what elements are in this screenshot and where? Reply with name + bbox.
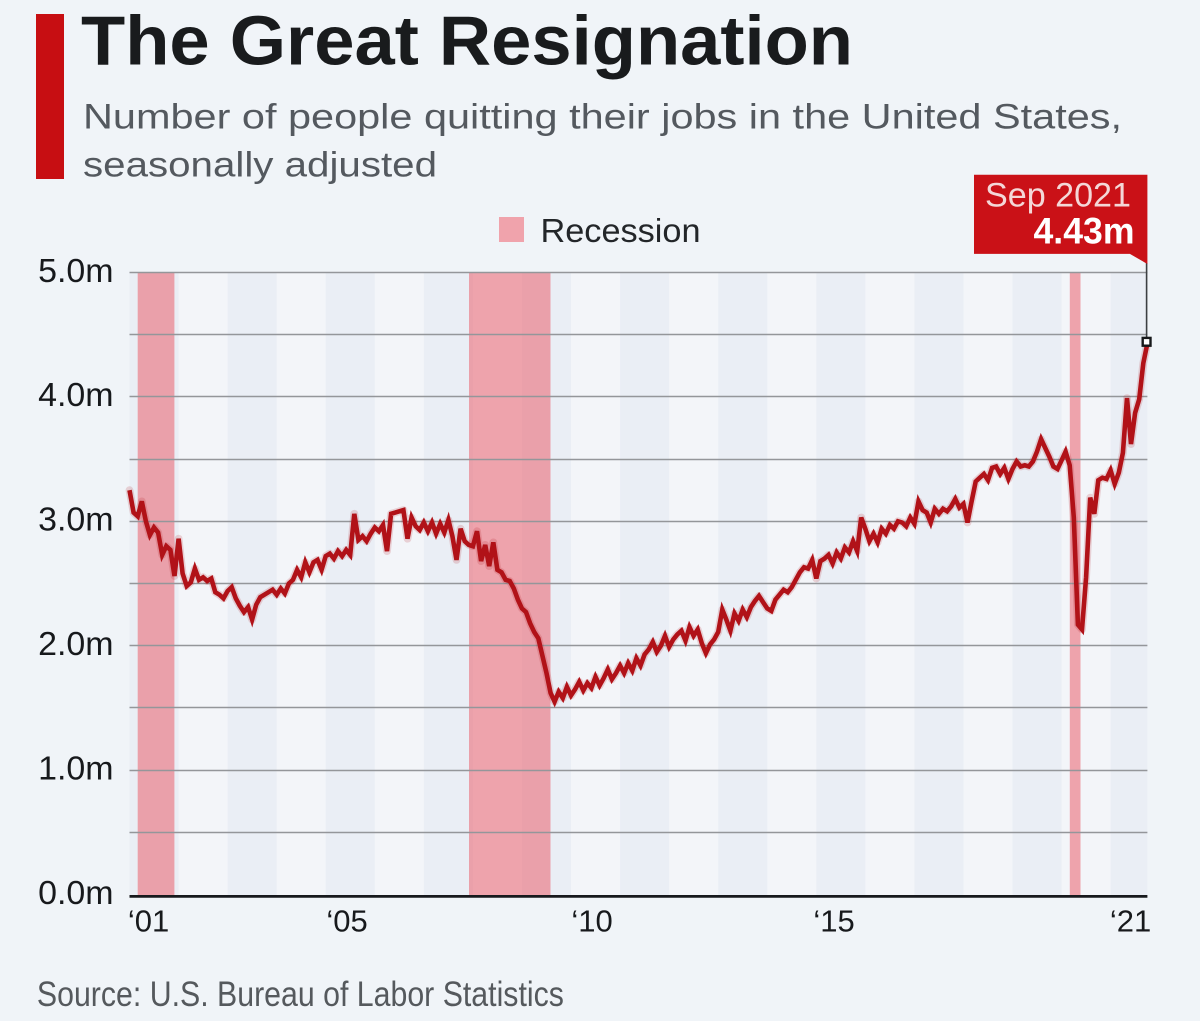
svg-text:Source: U.S. Bureau of Labor S: Source: U.S. Bureau of Labor Statistics xyxy=(37,975,564,1014)
svg-text:‘21: ‘21 xyxy=(1110,904,1151,939)
svg-text:3.0m: 3.0m xyxy=(38,501,114,538)
svg-text:‘05: ‘05 xyxy=(326,904,367,939)
svg-text:The Great Resignation: The Great Resignation xyxy=(81,2,853,80)
svg-text:Number of people quitting thei: Number of people quitting their jobs in … xyxy=(83,98,1122,137)
svg-text:‘01: ‘01 xyxy=(128,904,169,939)
svg-text:4.0m: 4.0m xyxy=(38,376,114,413)
svg-text:2.0m: 2.0m xyxy=(38,625,114,662)
svg-text:‘15: ‘15 xyxy=(813,904,854,939)
svg-text:4.43m: 4.43m xyxy=(1034,211,1135,252)
svg-text:Recession: Recession xyxy=(541,212,701,249)
svg-text:5.0m: 5.0m xyxy=(38,252,114,289)
svg-text:0.0m: 0.0m xyxy=(38,874,114,911)
svg-text:Sep 2021: Sep 2021 xyxy=(985,177,1131,215)
svg-text:‘10: ‘10 xyxy=(571,904,612,939)
svg-text:1.0m: 1.0m xyxy=(38,750,114,787)
svg-text:seasonally adjusted: seasonally adjusted xyxy=(83,146,437,185)
